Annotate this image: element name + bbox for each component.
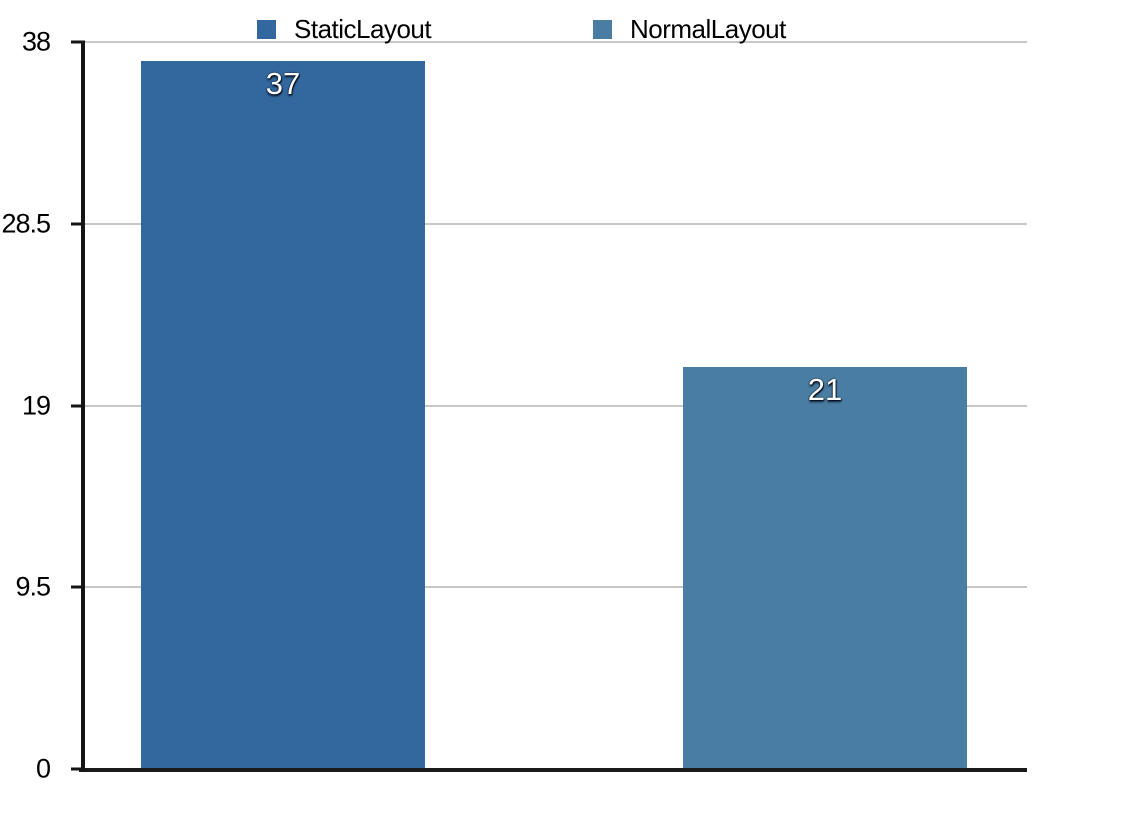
bar-normallayout: 21: [683, 367, 967, 769]
y-axis-tick-label: 38: [21, 26, 51, 57]
x-axis-line: [79, 768, 1027, 772]
y-axis-tick-label: 19: [21, 390, 51, 420]
plot-area: 38 28.5 19 9.5 0 37 21: [1, 28, 1027, 782]
legend-item-label: NormalLayout: [630, 14, 786, 44]
legend-swatch-icon: [257, 19, 276, 39]
gridline: [85, 41, 1027, 43]
legend-item-staticlayout: StaticLayout: [257, 13, 432, 45]
gridline: [85, 586, 1027, 589]
legend-item-normallayout: NormalLayout: [593, 13, 786, 45]
chart-legend: StaticLayout NormalLayout: [0, 13, 1146, 45]
bar-staticlayout: 37: [141, 61, 425, 769]
gridline: [85, 404, 1027, 407]
y-axis-tick: [71, 404, 85, 407]
y-axis-tick-label: 0: [35, 753, 51, 784]
y-axis-tick: [71, 222, 85, 226]
bar-value-label: 21: [807, 372, 843, 408]
y-axis-tick-label: 9.5: [15, 571, 51, 602]
y-axis-tick: [71, 40, 85, 44]
legend-swatch-icon: [593, 19, 612, 39]
gridline: [85, 222, 1027, 225]
legend-item-label: StaticLayout: [294, 14, 432, 44]
y-axis-tick: [71, 585, 85, 589]
y-axis-tick-label: 28.5: [1, 208, 51, 239]
bar-value-label: 37: [265, 66, 301, 102]
y-axis-tick: [71, 767, 85, 771]
